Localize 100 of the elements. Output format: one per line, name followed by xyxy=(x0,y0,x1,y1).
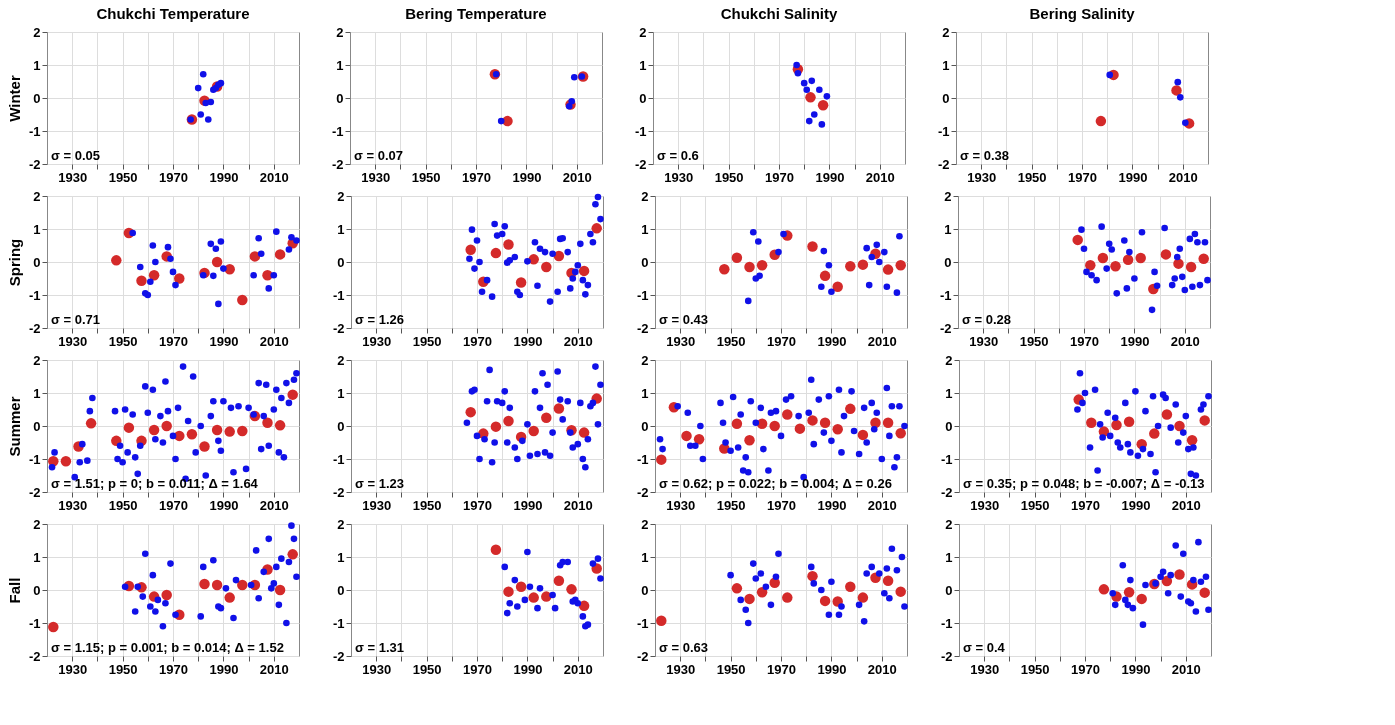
x-tick-label: 1930 xyxy=(970,497,1000,513)
x-tick-label: 2010 xyxy=(259,497,289,513)
y-tick-label: 1 xyxy=(942,57,950,73)
x-tick-label: 2010 xyxy=(867,661,897,677)
y-tick-label: -2 xyxy=(28,156,41,172)
y-tick-label: -2 xyxy=(332,320,345,336)
y-tick-label: -1 xyxy=(332,287,345,303)
x-tick-label: 1970 xyxy=(767,497,796,513)
x-tick-label: 1990 xyxy=(1121,661,1151,677)
y-tick-label: 2 xyxy=(33,516,41,532)
y-axis-title: Winter xyxy=(5,75,23,122)
x-tick-label: 1990 xyxy=(209,169,239,185)
x-tick-label: 1930 xyxy=(967,169,997,185)
annotation: σ = 1.23 xyxy=(355,476,405,491)
y-tick-label: -2 xyxy=(636,648,649,664)
x-tick-label: 1970 xyxy=(159,333,188,349)
y-tick-label: 0 xyxy=(336,90,344,106)
y-tick-label: 1 xyxy=(945,549,953,565)
y-tick-label: 1 xyxy=(944,221,952,237)
x-tick-label: 1950 xyxy=(411,169,441,185)
x-tick-label: 1990 xyxy=(815,169,845,185)
x-tick-label: 1950 xyxy=(1020,661,1050,677)
x-tick-label: 1990 xyxy=(512,169,542,185)
x-tick-label: 1990 xyxy=(209,661,239,677)
x-tick-label: 2010 xyxy=(259,661,289,677)
x-tick-label: 2010 xyxy=(1171,661,1201,677)
y-tick-label: 0 xyxy=(33,254,41,270)
y-tick-label: 0 xyxy=(945,582,953,598)
x-tick-label: 1990 xyxy=(513,333,543,349)
y-tick-label: -1 xyxy=(939,287,952,303)
y-tick-label: 0 xyxy=(641,254,649,270)
x-tick-label: 1970 xyxy=(463,497,492,513)
y-tick-label: -2 xyxy=(28,484,41,500)
y-tick-label: 1 xyxy=(641,221,649,237)
x-tick-label: 1970 xyxy=(1071,661,1100,677)
y-tick-label: 2 xyxy=(639,24,647,40)
y-tick-label: 2 xyxy=(33,24,41,40)
x-tick-label: 2010 xyxy=(867,333,897,349)
x-tick-label: 1930 xyxy=(666,333,696,349)
y-tick-label: 2 xyxy=(337,516,345,532)
y-tick-label: 0 xyxy=(942,90,950,106)
x-tick-label: 1990 xyxy=(817,333,847,349)
x-tick-label: 1970 xyxy=(1068,169,1097,185)
annotation: σ = 1.31 xyxy=(355,640,405,655)
y-tick-label: 1 xyxy=(641,549,649,565)
y-tick-label: 2 xyxy=(641,352,649,368)
y-tick-label: -2 xyxy=(940,648,953,664)
x-tick-label: 1990 xyxy=(817,497,847,513)
y-tick-label: -1 xyxy=(636,287,649,303)
y-tick-label: 2 xyxy=(641,516,649,532)
y-tick-label: -1 xyxy=(332,451,345,467)
y-tick-label: -2 xyxy=(634,156,647,172)
y-tick-label: 2 xyxy=(641,188,649,204)
y-tick-label: -1 xyxy=(940,615,953,631)
x-tick-label: 1970 xyxy=(767,661,796,677)
annotation: σ = 1.26 xyxy=(355,312,405,327)
y-tick-label: -2 xyxy=(28,648,41,664)
y-tick-label: -1 xyxy=(636,615,649,631)
annotation: σ = 0.38 xyxy=(960,148,1010,163)
y-tick-label: -2 xyxy=(939,320,952,336)
annotation: σ = 0.05 xyxy=(51,148,101,163)
x-tick-label: 2010 xyxy=(867,497,897,513)
x-tick-label: 1970 xyxy=(1070,333,1099,349)
y-tick-label: -2 xyxy=(331,156,344,172)
annotation: σ = 0.35; p = 0.048; b = -0.007; Δ = -0.13 xyxy=(963,476,1205,491)
x-tick-label: 1990 xyxy=(209,333,239,349)
x-tick-label: 1950 xyxy=(108,661,138,677)
y-tick-label: 2 xyxy=(33,188,41,204)
x-tick-label: 1930 xyxy=(362,333,392,349)
y-axis-title: Summer xyxy=(5,396,23,457)
x-tick-label: 2010 xyxy=(865,169,895,185)
x-tick-label: 1970 xyxy=(463,333,492,349)
annotation: σ = 0.43 xyxy=(659,312,709,327)
x-tick-label: 1930 xyxy=(58,497,88,513)
x-tick-label: 1950 xyxy=(716,333,746,349)
x-tick-label: 1970 xyxy=(462,169,491,185)
annotation: σ = 0.28 xyxy=(962,312,1012,327)
x-tick-label: 1930 xyxy=(969,333,999,349)
x-tick-label: 1950 xyxy=(1017,169,1047,185)
y-tick-label: -1 xyxy=(28,451,41,467)
y-tick-label: 0 xyxy=(33,90,41,106)
y-tick-label: 0 xyxy=(337,582,345,598)
x-tick-label: 1930 xyxy=(664,169,694,185)
x-tick-label: 1930 xyxy=(362,661,392,677)
y-tick-label: -1 xyxy=(28,287,41,303)
x-tick-label: 2010 xyxy=(562,169,592,185)
x-tick-label: 2010 xyxy=(563,497,593,513)
x-tick-label: 1950 xyxy=(108,169,138,185)
y-tick-label: 2 xyxy=(942,24,950,40)
x-tick-label: 1970 xyxy=(463,661,492,677)
x-tick-label: 2010 xyxy=(563,333,593,349)
y-tick-label: 0 xyxy=(945,418,953,434)
x-tick-label: 2010 xyxy=(1168,169,1198,185)
x-tick-label: 1970 xyxy=(1071,497,1100,513)
y-tick-label: 1 xyxy=(639,57,647,73)
y-tick-label: 1 xyxy=(33,57,41,73)
y-tick-label: 1 xyxy=(336,57,344,73)
y-tick-label: 2 xyxy=(336,24,344,40)
annotation: σ = 1.51; p = 0; b = 0.011; Δ = 1.64 xyxy=(51,476,259,491)
y-tick-label: 0 xyxy=(944,254,952,270)
